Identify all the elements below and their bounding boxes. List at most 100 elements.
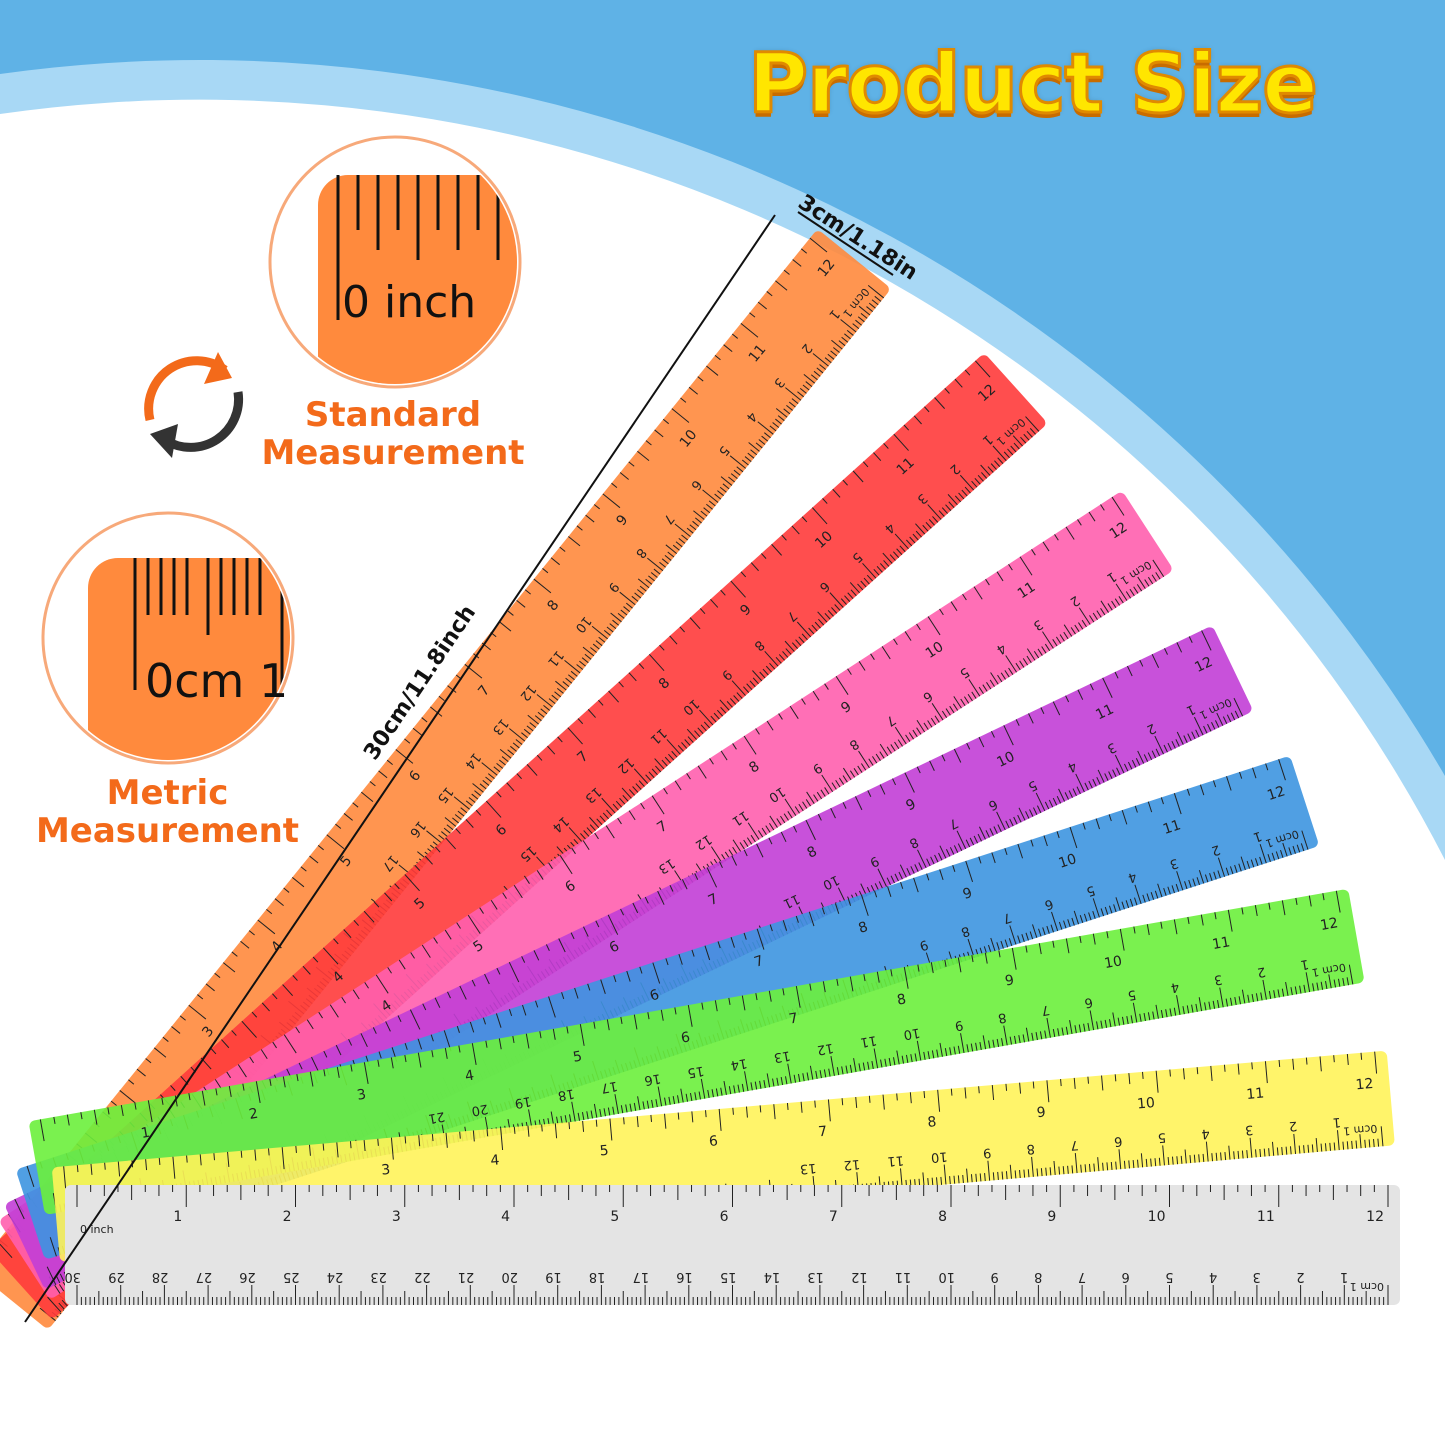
inch-tick bbox=[1227, 909, 1233, 932]
cm-tick bbox=[922, 1172, 925, 1187]
cm-tick bbox=[746, 683, 753, 691]
inch-tick bbox=[1052, 701, 1061, 716]
cm-tick bbox=[798, 636, 805, 644]
cm-tick bbox=[681, 534, 689, 541]
cm-tick bbox=[803, 373, 816, 384]
inch-tick bbox=[771, 543, 782, 556]
cm-tick bbox=[1074, 1025, 1077, 1034]
inch-tick bbox=[372, 1027, 377, 1034]
cm-tick bbox=[949, 847, 955, 855]
cm-tick bbox=[769, 822, 775, 831]
inch-tick bbox=[1164, 648, 1168, 655]
cm-tick bbox=[487, 773, 495, 780]
cm-label: 1 bbox=[1332, 1114, 1342, 1130]
cm-label: 25 bbox=[283, 1269, 300, 1284]
inch-tick bbox=[145, 1159, 148, 1171]
cm-label: 9 bbox=[990, 1269, 998, 1284]
inch-tick bbox=[883, 443, 889, 449]
cm-tick bbox=[1267, 854, 1271, 862]
cm-tick bbox=[1211, 1153, 1214, 1162]
cm-tick bbox=[647, 557, 664, 572]
cm-tick bbox=[1364, 1139, 1366, 1148]
cm-tick bbox=[948, 501, 955, 509]
cm-tick bbox=[752, 677, 759, 685]
cm-tick bbox=[1136, 584, 1143, 592]
inch-tick bbox=[768, 990, 772, 1002]
inch-label: 9 bbox=[1004, 972, 1016, 989]
inch-tick bbox=[1102, 677, 1113, 698]
cm-tick bbox=[720, 476, 733, 486]
cm-tick bbox=[595, 640, 603, 647]
cm-tick bbox=[1107, 603, 1113, 611]
cm-tick bbox=[637, 589, 644, 595]
inch-tick bbox=[1032, 1081, 1035, 1089]
cm-tick bbox=[952, 703, 959, 711]
cm-tick bbox=[1320, 981, 1324, 990]
inch-tick bbox=[723, 344, 733, 353]
inch-tick bbox=[1106, 931, 1109, 939]
cm-tick bbox=[1051, 911, 1059, 932]
cm-tick bbox=[568, 827, 583, 843]
inch-tick bbox=[1038, 943, 1042, 955]
cm-tick bbox=[581, 1112, 585, 1121]
inch-tick bbox=[679, 626, 685, 633]
cm-tick bbox=[481, 762, 498, 776]
cm-tick bbox=[591, 625, 608, 640]
cm-tick bbox=[860, 312, 868, 319]
cm-tick bbox=[1241, 989, 1246, 1004]
cm-tick bbox=[805, 799, 811, 807]
cm-tick bbox=[1001, 1171, 1004, 1180]
cm-tick bbox=[707, 1089, 710, 1098]
cm-tick bbox=[986, 682, 992, 690]
inch-tick bbox=[1095, 818, 1100, 830]
cm-tick bbox=[875, 753, 881, 761]
cm-tick bbox=[1158, 1157, 1161, 1166]
cm-tick bbox=[1198, 870, 1205, 884]
cm-tick bbox=[977, 833, 982, 842]
cm-tick bbox=[842, 775, 848, 783]
inch-tick bbox=[974, 360, 991, 378]
inch-tick bbox=[954, 378, 963, 388]
cm-tick bbox=[820, 789, 826, 797]
cm-tick bbox=[793, 1074, 797, 1083]
cm-tick bbox=[1212, 1000, 1216, 1009]
inch-tick bbox=[174, 1095, 178, 1107]
cm-tick bbox=[954, 495, 962, 503]
cm-tick bbox=[1250, 859, 1255, 868]
cm-tick bbox=[1026, 655, 1032, 664]
inch-tick bbox=[228, 1085, 232, 1097]
cm-tick bbox=[1004, 670, 1010, 678]
inch-tick bbox=[913, 415, 922, 425]
inch-tick bbox=[1121, 809, 1128, 825]
cm-tick bbox=[703, 721, 711, 729]
inch-tick bbox=[860, 894, 869, 916]
cm-tick bbox=[1004, 939, 1009, 948]
cm-tick bbox=[443, 827, 451, 834]
cm-tick bbox=[987, 466, 994, 473]
inch-tick bbox=[1268, 902, 1271, 910]
inch-tick bbox=[291, 876, 305, 888]
cm-tick bbox=[1160, 1009, 1164, 1018]
cm-tick bbox=[1268, 1148, 1270, 1157]
inch-tick bbox=[14, 1198, 25, 1220]
cm-label: 9 bbox=[982, 1144, 992, 1160]
standard-zoom-text: 0 inch bbox=[342, 277, 477, 328]
cm-tick bbox=[1058, 921, 1063, 930]
cm-tick bbox=[783, 408, 791, 415]
cm-label: 11 bbox=[887, 1152, 905, 1168]
cm-tick bbox=[791, 642, 799, 649]
inch-tick bbox=[1042, 541, 1050, 552]
cm-tick bbox=[775, 656, 782, 664]
inch-tick bbox=[0, 1241, 13, 1259]
inch-tick bbox=[812, 690, 820, 701]
cm-tick bbox=[941, 507, 948, 514]
inch-tick bbox=[506, 782, 515, 792]
cm-label: 12 bbox=[843, 1156, 861, 1172]
inch-tick bbox=[421, 944, 431, 958]
cm-tick bbox=[1240, 856, 1246, 871]
inch-tick bbox=[292, 975, 298, 981]
inch-tick bbox=[628, 461, 635, 467]
cm-tick bbox=[777, 415, 785, 422]
cm-tick bbox=[873, 568, 880, 576]
cm-tick bbox=[1296, 844, 1301, 853]
